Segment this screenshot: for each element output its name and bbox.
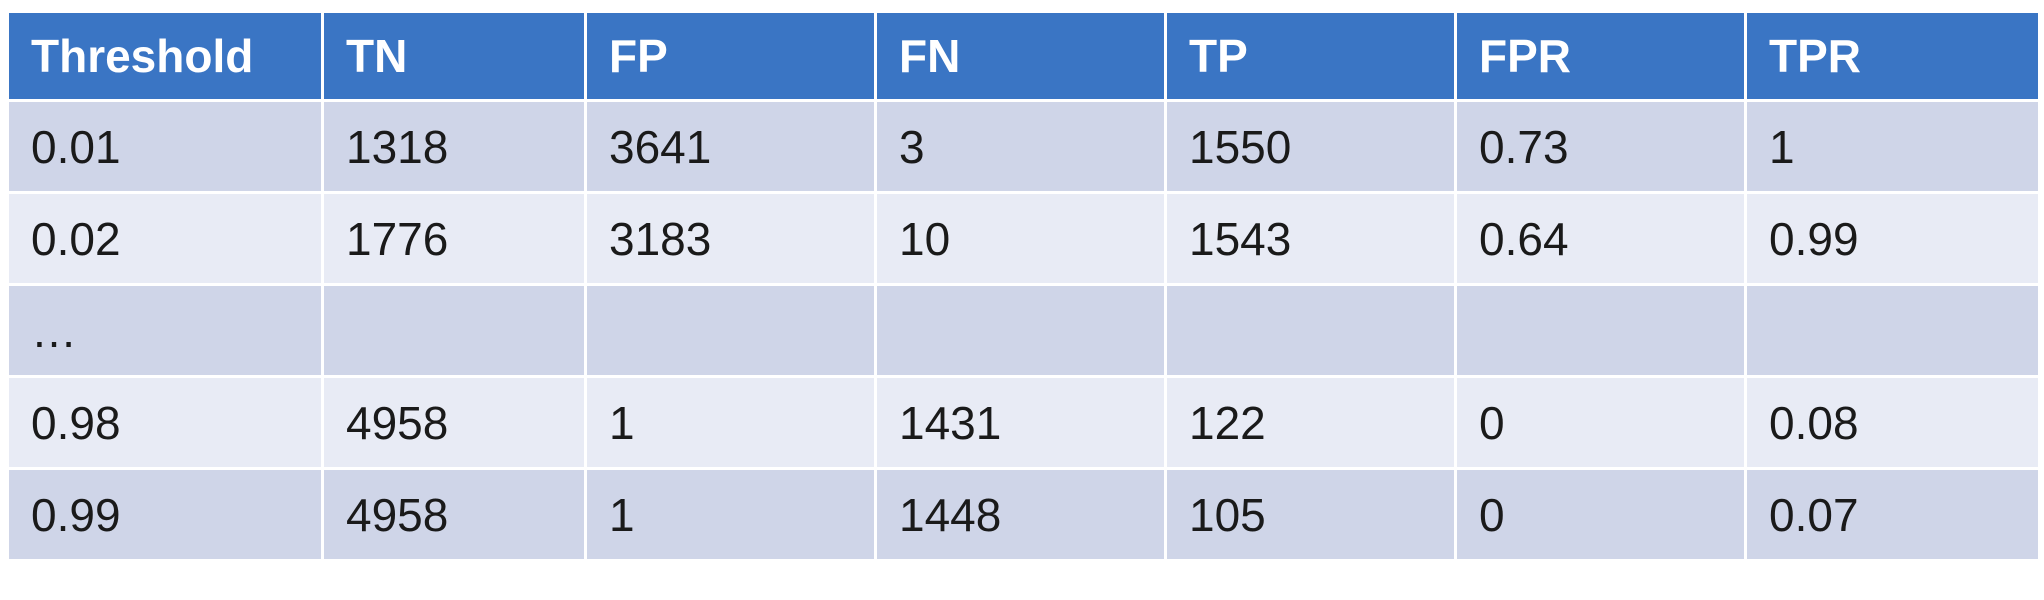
cell-threshold: 0.01 [6,99,324,194]
cell-fn: 3 [874,99,1167,194]
cell-fp: 1 [584,467,877,562]
cell-tn: 1318 [321,99,587,194]
header-fpr: FPR [1454,10,1747,102]
threshold-table-container: Threshold TN FP FN TP FPR TPR 0.01 1318 … [6,10,2041,562]
header-tpr: TPR [1744,10,2041,102]
cell-tpr [1744,283,2041,378]
cell-tn: 4958 [321,375,587,470]
cell-fp: 3641 [584,99,877,194]
cell-tn [321,283,587,378]
header-row: Threshold TN FP FN TP FPR TPR [6,10,2041,102]
cell-fp: 1 [584,375,877,470]
cell-fn: 10 [874,191,1167,286]
cell-fpr: 0 [1454,467,1747,562]
cell-fn: 1448 [874,467,1167,562]
cell-tpr: 0.99 [1744,191,2041,286]
cell-threshold: 0.99 [6,467,324,562]
cell-tpr: 1 [1744,99,2041,194]
cell-tp: 105 [1164,467,1457,562]
cell-threshold: 0.98 [6,375,324,470]
cell-fn: 1431 [874,375,1167,470]
cell-tp: 1543 [1164,191,1457,286]
cell-threshold: 0.02 [6,191,324,286]
header-tp: TP [1164,10,1457,102]
cell-fpr: 0 [1454,375,1747,470]
table-body: 0.01 1318 3641 3 1550 0.73 1 0.02 1776 3… [6,99,2041,562]
table-row: 0.02 1776 3183 10 1543 0.64 0.99 [6,191,2041,286]
table-header: Threshold TN FP FN TP FPR TPR [6,10,2041,102]
header-fp: FP [584,10,877,102]
table-row: 0.98 4958 1 1431 122 0 0.08 [6,375,2041,470]
header-tn: TN [321,10,587,102]
cell-fpr: 0.73 [1454,99,1747,194]
cell-tpr: 0.08 [1744,375,2041,470]
cell-fpr [1454,283,1747,378]
cell-tp: 122 [1164,375,1457,470]
cell-fn [874,283,1167,378]
cell-fpr: 0.64 [1454,191,1747,286]
cell-tpr: 0.07 [1744,467,2041,562]
table-row: 0.99 4958 1 1448 105 0 0.07 [6,467,2041,562]
cell-tp [1164,283,1457,378]
table-row-ellipsis: … [6,283,2041,378]
table-row: 0.01 1318 3641 3 1550 0.73 1 [6,99,2041,194]
cell-fp: 3183 [584,191,877,286]
cell-threshold: … [6,283,324,378]
cell-tp: 1550 [1164,99,1457,194]
header-fn: FN [874,10,1167,102]
threshold-table: Threshold TN FP FN TP FPR TPR 0.01 1318 … [6,10,2041,562]
cell-tn: 4958 [321,467,587,562]
cell-fp [584,283,877,378]
header-threshold: Threshold [6,10,324,102]
cell-tn: 1776 [321,191,587,286]
